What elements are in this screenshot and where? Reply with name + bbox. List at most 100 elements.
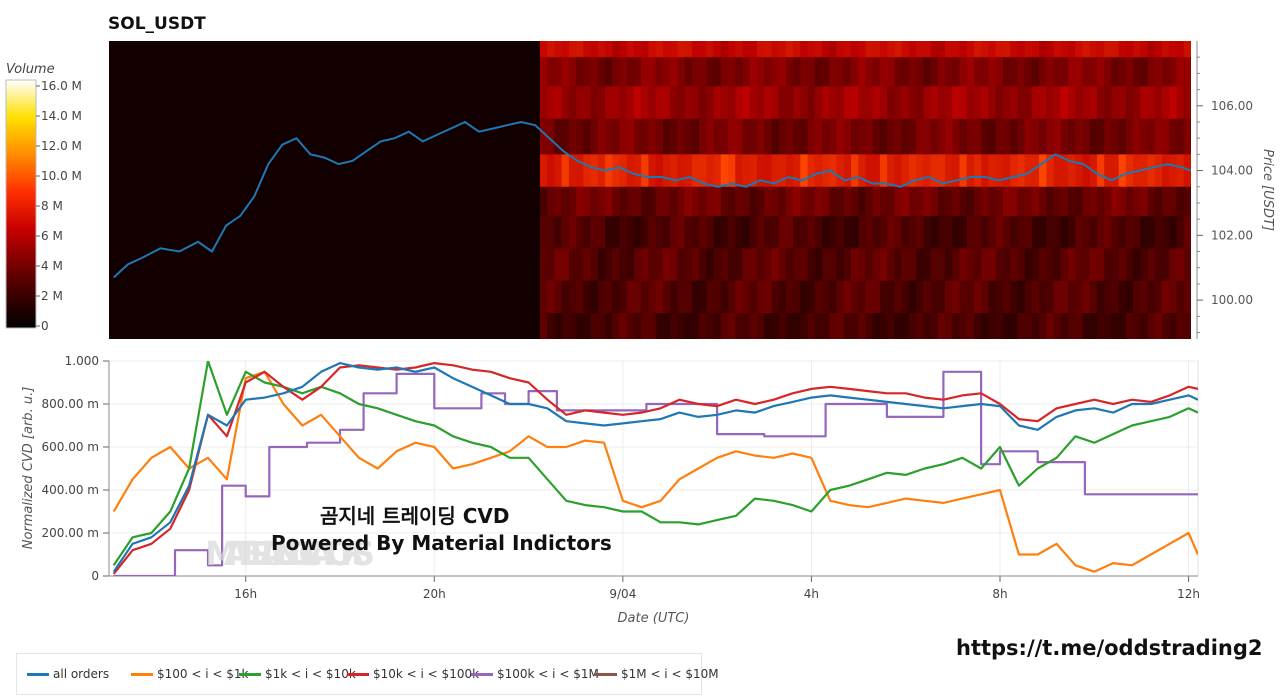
heatmap-cell <box>1133 248 1141 282</box>
heatmap-cell <box>662 248 671 282</box>
heatmap-cell <box>879 215 888 249</box>
heatmap-cell <box>916 57 924 87</box>
heatmap-cell <box>1082 118 1091 155</box>
heatmap-cell <box>699 313 707 339</box>
legend-item[interactable]: all orders <box>27 654 109 694</box>
heatmap-cell <box>894 248 903 282</box>
cvd-x-axis-label: Date (UTC) <box>618 611 690 626</box>
heatmap-cell <box>561 186 570 217</box>
heatmap-cell <box>995 215 1004 249</box>
heatmap-cell <box>670 248 678 282</box>
heatmap-cell <box>836 313 845 339</box>
heatmap-cell <box>988 154 997 188</box>
heatmap-cell <box>648 313 657 339</box>
heatmap-cell <box>720 215 729 249</box>
heatmap-cell <box>814 248 823 282</box>
heatmap-cell <box>1068 154 1076 188</box>
heatmap-cell <box>995 41 1004 58</box>
heatmap-cell <box>858 248 867 282</box>
heatmap-cell <box>1031 57 1040 87</box>
heatmap-cell <box>720 186 729 217</box>
heatmap-cell <box>597 57 606 87</box>
heatmap-cell <box>966 313 975 339</box>
heatmap-cell <box>1104 86 1113 120</box>
heatmap-cell <box>590 57 599 87</box>
heatmap-cell <box>945 186 953 217</box>
heatmap-cell <box>1075 280 1084 314</box>
heatmap-cell <box>699 86 707 120</box>
heatmap-cell <box>662 57 671 87</box>
heatmap-cell <box>814 313 823 339</box>
heatmap-cell <box>771 215 780 249</box>
heatmap-cell <box>930 154 939 188</box>
heatmap-cell <box>583 186 592 217</box>
heatmap-cell <box>1002 248 1011 282</box>
heatmap-cell <box>1169 41 1178 58</box>
heatmap-cell <box>1154 118 1163 155</box>
heatmap-cell <box>988 118 997 155</box>
heatmap-cell <box>814 215 823 249</box>
heatmap-cell <box>655 41 664 58</box>
heatmap-cell <box>916 248 924 282</box>
heatmap-cell <box>764 57 773 87</box>
legend-item[interactable]: $100k < i < $1M <box>471 654 599 694</box>
heatmap-cell <box>1068 248 1076 282</box>
colorbar-ticks: 0 2 M 4 M 6 M 8 M 10.0 M 12.0 M 14.0 M 16.0 M <box>36 79 82 333</box>
legend-item[interactable]: $1M < i < $10M <box>595 654 719 694</box>
heatmap-cell <box>568 41 577 58</box>
heatmap-cell <box>959 248 968 282</box>
heatmap-cell <box>981 57 990 87</box>
price-heatmap-panel: 106.00 104.00 102.00 100.00 Price [USDT] <box>109 41 1275 339</box>
heatmap-cell <box>1031 215 1040 249</box>
heatmap-cell <box>1053 215 1062 249</box>
heatmap-cell <box>684 313 693 339</box>
heatmap-cell <box>641 280 650 314</box>
heatmap-cell <box>670 280 678 314</box>
legend-item[interactable]: $10k < i < $100k <box>347 654 479 694</box>
heatmap-cell <box>1125 215 1134 249</box>
heatmap-cell <box>872 215 881 249</box>
heatmap-cell <box>945 154 953 188</box>
heatmap-cell <box>662 313 671 339</box>
heatmap-cell <box>539 248 548 282</box>
heatmap-cell <box>605 313 613 339</box>
heatmap-cell <box>858 86 867 120</box>
heatmap-cell <box>937 313 946 339</box>
heatmap-cell <box>872 313 881 339</box>
heatmap-cell <box>590 215 599 249</box>
heatmap-cell <box>590 86 599 120</box>
cvd-series-line <box>112 362 1198 573</box>
heatmap-cell <box>1082 313 1091 339</box>
heatmap-cell <box>858 118 867 155</box>
colorbar-tick-label: 6 M <box>41 229 63 243</box>
heatmap-cell <box>677 86 686 120</box>
heatmap-cell <box>1162 41 1170 58</box>
heatmap-cell <box>829 248 838 282</box>
legend-item[interactable]: $1k < i < $10k <box>239 654 356 694</box>
heatmap-cell <box>539 215 548 249</box>
heatmap-cell <box>713 313 722 339</box>
heatmap-cell <box>850 313 859 339</box>
footer-url[interactable]: https://t.me/oddstrading2 <box>956 636 1263 660</box>
cvd-y-tick-label: 600.00 m <box>42 440 100 454</box>
heatmap-cell <box>916 186 924 217</box>
heatmap-cell <box>1183 313 1191 339</box>
heatmap-cell <box>807 86 816 120</box>
heatmap-cell <box>1118 118 1127 155</box>
legend-item[interactable]: $100 < i < $1k <box>131 654 248 694</box>
heatmap-cell <box>1118 313 1127 339</box>
heatmap-cell <box>1111 313 1120 339</box>
heatmap-cell <box>1096 280 1105 314</box>
heatmap-cell <box>843 215 852 249</box>
heatmap-cell <box>778 86 787 120</box>
heatmap-cell <box>691 86 700 120</box>
heatmap-cell <box>865 186 874 217</box>
heatmap-cell <box>966 154 975 188</box>
heatmap-cell <box>894 86 903 120</box>
heatmap-cell <box>1111 186 1120 217</box>
heatmap-cell <box>1140 86 1149 120</box>
heatmap-cell <box>583 154 592 188</box>
heatmap-cell <box>576 57 584 87</box>
heatmap-cell <box>1154 41 1163 58</box>
heatmap-cell <box>894 154 903 188</box>
